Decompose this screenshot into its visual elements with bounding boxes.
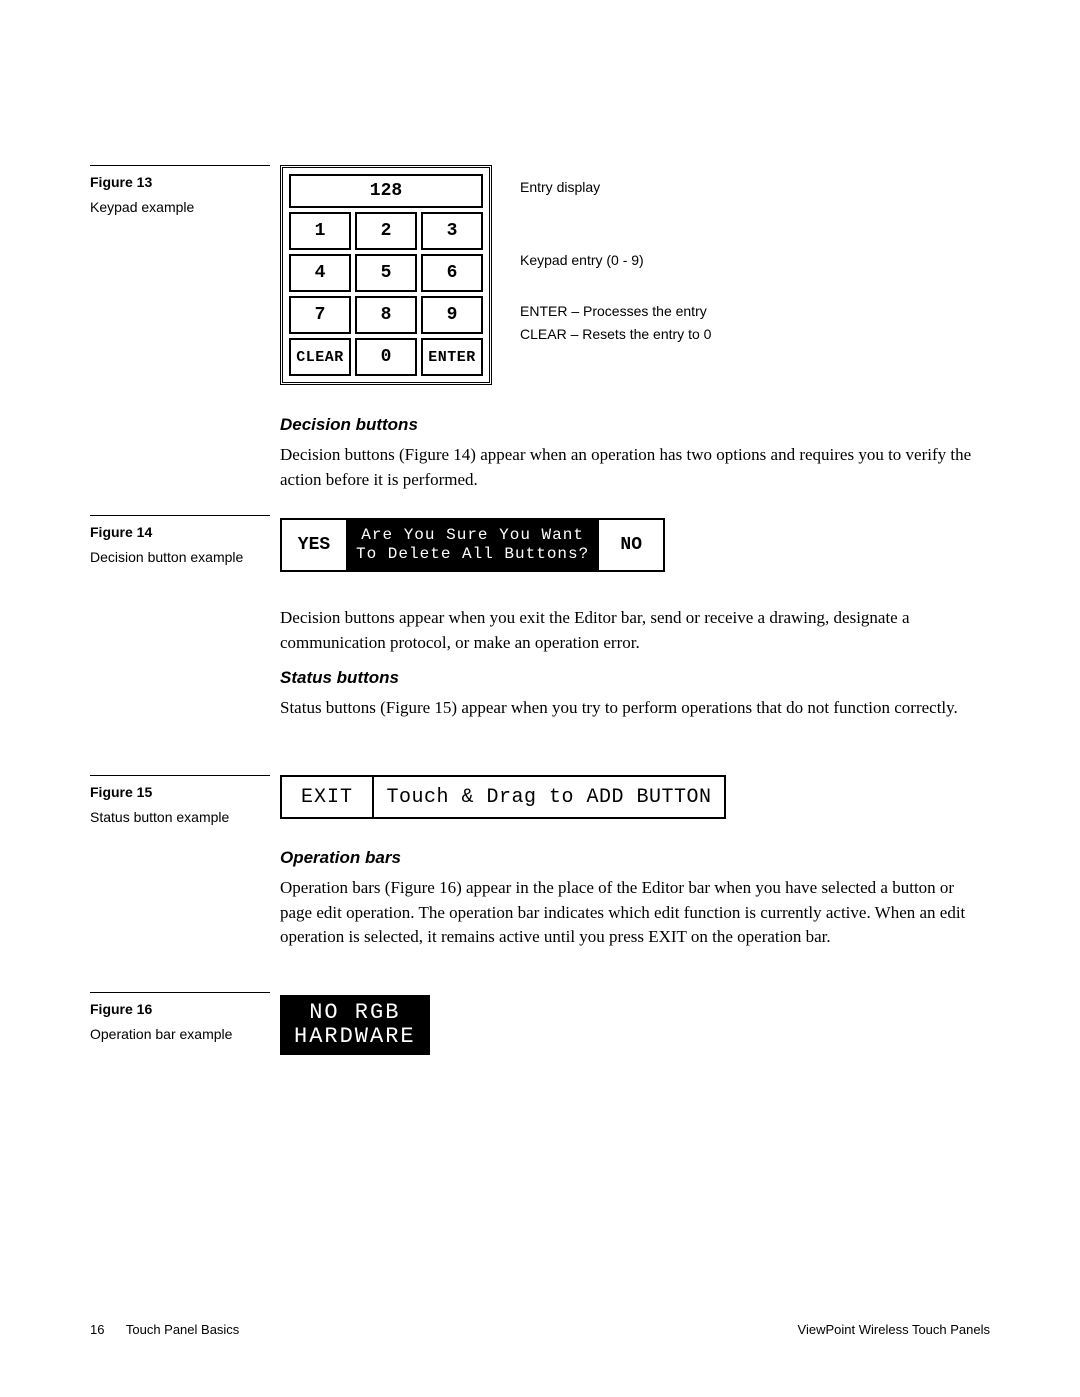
keypad-annotations: Entry display Keypad entry (0 - 9) ENTER… xyxy=(520,165,711,345)
figure16-desc: Operation bar example xyxy=(90,1024,270,1045)
annot-clear: CLEAR – Resets the entry to 0 xyxy=(520,324,711,345)
keypad-display: 128 xyxy=(289,174,483,208)
keypad-key-2[interactable]: 2 xyxy=(355,212,417,250)
keypad-key-8[interactable]: 8 xyxy=(355,296,417,334)
status-message: Touch & Drag to ADD BUTTON xyxy=(374,777,724,817)
figure15-caption: Figure 15 Status button example xyxy=(90,775,270,828)
keypad-key-6[interactable]: 6 xyxy=(421,254,483,292)
figure16-label: Figure 16 xyxy=(90,999,270,1020)
operation-heading: Operation bars xyxy=(280,848,980,868)
decision-para1: Decision buttons (Figure 14) appear when… xyxy=(280,443,980,492)
keypad-key-3[interactable]: 3 xyxy=(421,212,483,250)
keypad-key-7[interactable]: 7 xyxy=(289,296,351,334)
figure13-caption: Figure 13 Keypad example xyxy=(90,165,270,218)
annot-keypad-entry: Keypad entry (0 - 9) xyxy=(520,250,711,271)
figure15-desc: Status button example xyxy=(90,807,270,828)
decision-para2: Decision buttons appear when you exit th… xyxy=(280,606,980,655)
page-number: 16 xyxy=(90,1322,104,1337)
figure13-keypad: 128 1 2 3 4 5 6 7 8 9 CLEAR 0 ENTER xyxy=(280,165,711,385)
page-footer: 16 Touch Panel Basics ViewPoint Wireless… xyxy=(90,1322,990,1337)
status-box: EXIT Touch & Drag to ADD BUTTON xyxy=(280,775,726,819)
keypad-key-5[interactable]: 5 xyxy=(355,254,417,292)
footer-section: Touch Panel Basics xyxy=(126,1322,239,1337)
figure13-desc: Keypad example xyxy=(90,197,270,218)
keypad-key-4[interactable]: 4 xyxy=(289,254,351,292)
figure13-label: Figure 13 xyxy=(90,172,270,193)
operation-bar: NO RGB HARDWARE xyxy=(280,995,430,1055)
footer-left: 16 Touch Panel Basics xyxy=(90,1322,239,1337)
annot-entry-display: Entry display xyxy=(520,177,711,198)
keypad-key-1[interactable]: 1 xyxy=(289,212,351,250)
figure14-caption: Figure 14 Decision button example xyxy=(90,515,270,568)
footer-title: ViewPoint Wireless Touch Panels xyxy=(798,1322,990,1337)
status-para: Status buttons (Figure 15) appear when y… xyxy=(280,696,980,721)
annot-enter: ENTER – Processes the entry xyxy=(520,301,711,322)
decision-message: Are You Sure You WantTo Delete All Butto… xyxy=(346,520,599,570)
decision-box: YES Are You Sure You WantTo Delete All B… xyxy=(280,518,665,572)
operation-para: Operation bars (Figure 16) appear in the… xyxy=(280,876,980,950)
keypad-key-9[interactable]: 9 xyxy=(421,296,483,334)
figure16-caption: Figure 16 Operation bar example xyxy=(90,992,270,1045)
keypad-frame: 128 1 2 3 4 5 6 7 8 9 CLEAR 0 ENTER xyxy=(280,165,492,385)
figure14-label: Figure 14 xyxy=(90,522,270,543)
opbar-line1: NO RGB xyxy=(309,1000,400,1025)
decision-msg-line2: To Delete All Buttons? xyxy=(356,545,589,564)
keypad-key-clear[interactable]: CLEAR xyxy=(289,338,351,376)
status-exit-button[interactable]: EXIT xyxy=(282,777,374,817)
figure15-label: Figure 15 xyxy=(90,782,270,803)
document-page: Figure 13 Keypad example 128 1 2 3 4 5 6… xyxy=(0,0,1080,1397)
opbar-line2: HARDWARE xyxy=(294,1024,416,1049)
keypad-key-0[interactable]: 0 xyxy=(355,338,417,376)
keypad-key-enter[interactable]: ENTER xyxy=(421,338,483,376)
figure14-desc: Decision button example xyxy=(90,547,270,568)
decision-heading: Decision buttons xyxy=(280,415,980,435)
decision-no-button[interactable]: NO xyxy=(599,520,663,570)
decision-msg-line1: Are You Sure You Want xyxy=(356,526,589,545)
decision-yes-button[interactable]: YES xyxy=(282,520,346,570)
status-heading: Status buttons xyxy=(280,668,980,688)
